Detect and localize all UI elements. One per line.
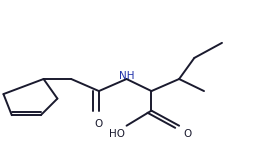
Text: O: O [95, 119, 103, 129]
Text: O: O [183, 129, 192, 139]
Text: HO: HO [109, 129, 125, 139]
Text: NH: NH [119, 71, 134, 81]
